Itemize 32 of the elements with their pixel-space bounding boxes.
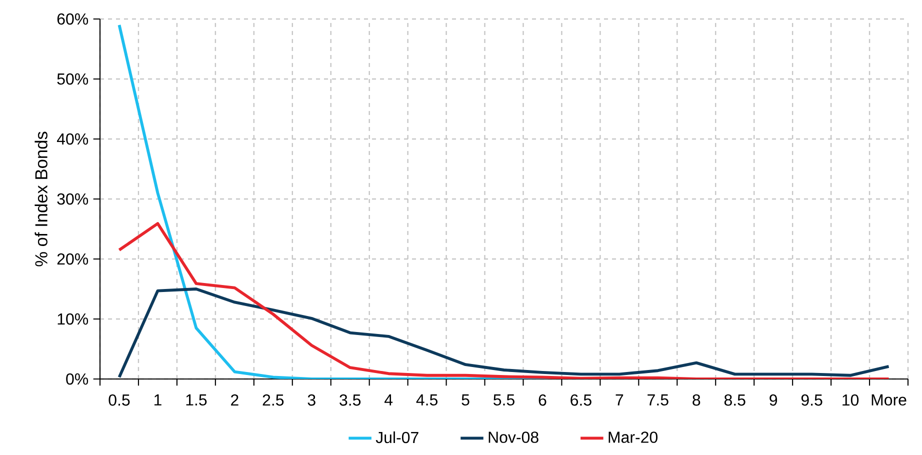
- x-tick-label: 1: [154, 394, 162, 406]
- x-tick-label: 3: [308, 394, 316, 406]
- x-tick-label: 4: [384, 394, 393, 406]
- y-tick-label: 50%: [57, 73, 88, 85]
- x-tick-label: 8: [692, 394, 700, 406]
- x-tick-label: 2: [231, 394, 238, 406]
- x-tick-label: 6: [538, 394, 546, 406]
- x-tick-label: 7: [616, 394, 624, 406]
- y-tick-label: 30%: [57, 193, 88, 205]
- y-tick-label: 40%: [56, 133, 88, 145]
- x-tick-label: 0.5: [108, 394, 130, 406]
- y-tick-label: 10%: [58, 313, 88, 325]
- x-tick-label: 3.5: [340, 394, 361, 406]
- x-tick-label: 10: [842, 394, 859, 406]
- x-tick-label: 4.5: [416, 394, 438, 406]
- y-axis-title: % of Index Bonds: [34, 132, 48, 266]
- legend-label: Nov-08: [488, 432, 538, 443]
- x-tick-label: 8.5: [724, 394, 746, 406]
- x-tick-label: 6.5: [570, 394, 592, 406]
- x-tick-label: 9: [770, 394, 778, 406]
- y-tick-label: 20%: [57, 253, 88, 265]
- x-tick-label: 9.5: [801, 394, 822, 406]
- x-tick-label: 5: [462, 394, 470, 406]
- x-tick-label: 2.5: [262, 394, 284, 406]
- y-tick-label: 60%: [57, 13, 88, 25]
- legend-label: Mar-20: [608, 432, 658, 443]
- x-tick-label: 7.5: [648, 394, 668, 406]
- x-tick-label: More: [872, 394, 906, 406]
- legend-label: Jul-07: [376, 431, 418, 444]
- x-tick-label: 5.5: [494, 394, 514, 406]
- y-tick-label: 0%: [66, 373, 88, 385]
- x-tick-label: 1.5: [186, 394, 207, 406]
